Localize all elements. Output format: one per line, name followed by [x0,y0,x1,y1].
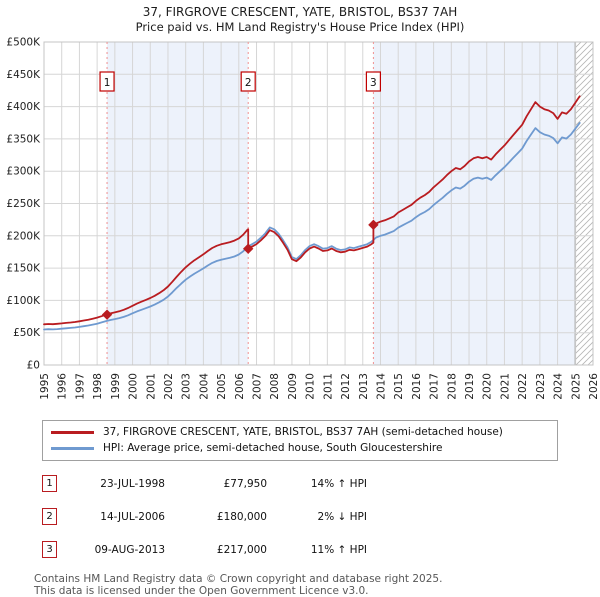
legend-row-price-paid: 37, FIRGROVE CRESCENT, YATE, BRISTOL, BS… [51,424,549,440]
x-axis-label-2018: 2018 [446,373,458,400]
x-axis-label-1999: 1999 [110,373,122,400]
x-axis-label-2007: 2007 [252,373,264,400]
x-axis-label-2013: 2013 [358,373,370,400]
y-axis-label-250: £250K [6,198,41,210]
y-axis-label-100: £100K [6,295,41,307]
x-axis-label-2012: 2012 [340,373,352,400]
legend-row-hpi: HPI: Average price, semi-detached house,… [51,440,549,456]
sale-1-label-number: 1 [104,77,111,89]
transaction-1-marker: 1 [42,475,57,492]
legend-label-price-paid: 37, FIRGROVE CRESCENT, YATE, BRISTOL, BS… [103,426,503,438]
x-axis-label-2026: 2026 [588,373,600,400]
x-axis-label-2019: 2019 [464,373,476,400]
x-axis-label-2022: 2022 [517,373,529,400]
transaction-2-marker: 2 [42,508,57,525]
transaction-row-2: 2 14-JUL-2006 £180,000 2% ↓ HPI [42,508,600,525]
y-axis-label-350: £350K [6,133,41,145]
attribution-line-1: Contains HM Land Registry data © Crown c… [34,574,600,586]
transaction-3-price: £217,000 [165,544,267,556]
x-axis-label-2000: 2000 [128,373,140,400]
x-axis-label-2002: 2002 [163,373,175,400]
price-history-chart: 1 2 3 £0 £50K £100K £150K £200K £250K £300K £350K £… [0,35,600,417]
x-axis-label-2010: 2010 [305,373,317,400]
x-axis-label-2025: 2025 [570,373,582,400]
y-axis-label-300: £300K [6,166,41,178]
x-axis-label-2020: 2020 [482,373,494,400]
x-axis-label-1996: 1996 [57,373,69,400]
chart-legend: 37, FIRGROVE CRESCENT, YATE, BRISTOL, BS… [42,420,558,461]
x-axis-label-2021: 2021 [499,373,511,400]
y-axis-label-0: £0 [27,360,40,372]
transaction-row-3: 3 09-AUG-2013 £217,000 11% ↑ HPI [42,541,600,558]
transaction-3-hpi-delta: 11% ↑ HPI [267,544,367,556]
sale-2-label-number: 2 [245,77,252,89]
transaction-row-1: 1 23-JUL-1998 £77,950 14% ↑ HPI [42,475,600,492]
x-axis-label-2014: 2014 [375,373,387,400]
y-axis-label-450: £450K [6,69,41,81]
y-axis-label-50: £50K [13,327,41,339]
attribution-line-2: This data is licensed under the Open Gov… [34,586,600,597]
title-block: 37, FIRGROVE CRESCENT, YATE, BRISTOL, BS… [0,0,600,35]
transactions-table: 1 23-JUL-1998 £77,950 14% ↑ HPI 2 14-JUL… [42,475,600,558]
transaction-1-hpi-delta: 14% ↑ HPI [267,478,367,490]
x-axis-label-2023: 2023 [535,373,547,400]
transaction-3-marker: 3 [42,541,57,558]
transaction-1-price: £77,950 [165,478,267,490]
x-axis-label-2004: 2004 [198,373,210,400]
x-axis-label-2003: 2003 [181,373,193,400]
legend-label-hpi: HPI: Average price, semi-detached house,… [103,442,442,454]
x-axis-label-1998: 1998 [92,373,104,400]
hpi-line-swatch [51,447,94,450]
sale-3-label-number: 3 [370,77,377,89]
transaction-1-date: 23-JUL-1998 [57,478,165,490]
x-axis-label-1997: 1997 [74,373,86,400]
x-axis-label-2006: 2006 [234,373,246,400]
x-axis-label-2011: 2011 [322,373,334,400]
x-axis-label-2016: 2016 [411,373,423,400]
x-axis-label-2005: 2005 [216,373,228,400]
transaction-2-date: 14-JUL-2006 [57,511,165,523]
x-axis-label-2009: 2009 [287,373,299,400]
transaction-2-price: £180,000 [165,511,267,523]
price-paid-line-swatch [51,431,94,434]
x-axis-label-2008: 2008 [269,373,281,400]
y-axis-label-150: £150K [6,263,41,275]
y-axis-label-500: £500K [6,37,41,49]
y-axis-label-200: £200K [6,230,41,242]
page-subtitle: Price paid vs. HM Land Registry's House … [0,20,600,35]
page-title: 37, FIRGROVE CRESCENT, YATE, BRISTOL, BS… [0,5,600,20]
x-axis-label-2015: 2015 [393,373,405,400]
x-axis-label-2017: 2017 [429,373,441,400]
y-axis-label-400: £400K [6,101,41,113]
attribution-footer: Contains HM Land Registry data © Crown c… [34,574,600,597]
transaction-3-date: 09-AUG-2013 [57,544,165,556]
x-axis-label-1995: 1995 [39,373,51,400]
x-axis-label-2001: 2001 [145,373,157,400]
x-axis-label-2024: 2024 [553,373,565,400]
transaction-2-hpi-delta: 2% ↓ HPI [267,511,367,523]
